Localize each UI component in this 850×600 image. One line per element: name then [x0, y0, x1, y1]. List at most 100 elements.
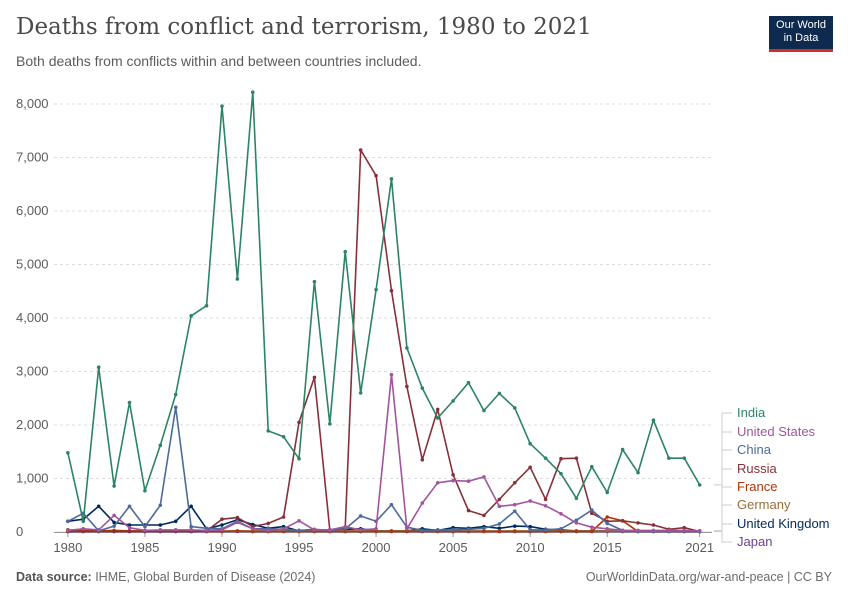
y-tick-label: 2,000: [16, 417, 49, 432]
data-point: [651, 418, 656, 422]
legend-label: Germany: [737, 497, 791, 512]
legend-connector: [714, 504, 732, 532]
data-point: [127, 504, 132, 509]
data-point: [297, 528, 301, 533]
data-point: [512, 524, 517, 528]
x-tick-label: 1980: [53, 540, 82, 555]
data-source-text[interactable]: IHME, Global Burden of Disease (2024): [91, 570, 316, 584]
data-point: [112, 524, 116, 528]
data-point: [651, 523, 656, 527]
data-point: [620, 528, 625, 533]
data-point: [590, 508, 594, 512]
data-point: [466, 527, 471, 532]
data-point: [466, 380, 471, 385]
data-point: [189, 524, 193, 529]
data-point: [497, 391, 502, 396]
data-point: [143, 528, 147, 533]
data-point: [682, 456, 687, 460]
y-tick-label: 3,000: [16, 364, 49, 379]
y-tick-label: 8,000: [16, 96, 49, 111]
data-point: [389, 529, 394, 534]
data-point: [590, 511, 594, 516]
data-point: [435, 407, 440, 412]
series-line-united-states: [67, 373, 700, 532]
data-point: [405, 346, 409, 350]
y-tick-label: 1,000: [16, 471, 49, 486]
attribution-link[interactable]: OurWorldinData.org/war-and-peace | CC BY: [585, 570, 832, 584]
data-point: [605, 515, 610, 519]
series-line-russia: [67, 149, 700, 533]
data-point: [512, 480, 517, 485]
data-point: [358, 391, 363, 395]
data-point: [374, 529, 378, 534]
data-point: [358, 514, 363, 518]
data-source-label: Data source:: [16, 570, 92, 584]
data-point: [420, 386, 425, 390]
y-tick-label: 6,000: [16, 203, 49, 218]
data-point: [312, 279, 317, 284]
data-point: [636, 470, 640, 475]
data-point: [204, 303, 209, 308]
series-line-china: [67, 406, 700, 533]
data-point: [497, 522, 502, 526]
data-point: [127, 529, 132, 534]
data-point: [636, 528, 640, 533]
data-point: [636, 521, 640, 525]
data-point: [389, 372, 394, 377]
x-tick-label: 1985: [130, 540, 159, 555]
data-point: [559, 471, 563, 476]
data-point: [559, 529, 563, 534]
data-point: [189, 528, 193, 532]
data-point: [482, 408, 486, 413]
data-point: [220, 517, 224, 521]
owid-logo[interactable]: Our World in Data: [769, 16, 833, 52]
data-point: [667, 456, 671, 460]
data-point: [451, 472, 455, 477]
logo-line-1: Our World: [776, 19, 826, 31]
data-point: [605, 526, 610, 531]
data-point: [420, 501, 425, 505]
data-point: [250, 529, 255, 534]
data-point: [559, 456, 563, 461]
data-point: [559, 512, 563, 516]
data-point: [96, 504, 101, 509]
x-tick-label: 2000: [362, 540, 391, 555]
y-tick-label: 0: [16, 524, 23, 539]
data-point: [482, 529, 486, 534]
data-point: [66, 451, 70, 455]
y-tick-label: 7,000: [16, 150, 49, 165]
data-point: [143, 489, 147, 493]
data-point: [328, 422, 332, 426]
data-point: [127, 400, 132, 405]
data-point: [559, 526, 563, 531]
data-point: [66, 528, 70, 533]
data-point: [466, 508, 471, 513]
data-point: [389, 288, 394, 293]
data-point: [374, 287, 378, 292]
data-point: [482, 475, 486, 479]
data-point: [312, 375, 317, 380]
y-tick-label: 4,000: [16, 310, 49, 325]
data-point: [358, 148, 363, 152]
data-point: [173, 528, 178, 532]
data-point: [497, 526, 502, 531]
data-point: [682, 528, 687, 533]
data-point: [574, 456, 579, 460]
data-point: [605, 521, 610, 526]
series-lines: [66, 90, 702, 534]
data-point: [543, 528, 548, 532]
y-axis-ticks: 0 1,000 2,000 3,000 4,000 5,000 6,000 7,000 8,00…: [16, 96, 49, 539]
y-tick-label: 5,000: [16, 257, 49, 272]
data-point: [189, 314, 193, 318]
data-point: [343, 524, 348, 529]
data-point: [620, 518, 625, 523]
x-tick-label: 2010: [516, 540, 545, 555]
data-point: [81, 519, 86, 524]
data-point: [281, 526, 286, 531]
data-point: [620, 447, 625, 452]
data-point: [266, 429, 270, 433]
legend-label: Japan: [737, 534, 772, 549]
data-point: [512, 509, 517, 513]
data-point: [528, 465, 532, 470]
data-point: [235, 520, 240, 525]
